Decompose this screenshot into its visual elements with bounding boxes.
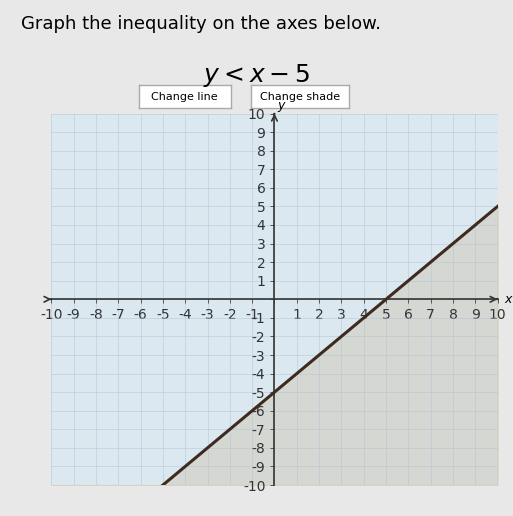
Text: x: x [504, 293, 511, 306]
Text: y: y [278, 99, 285, 111]
Text: Change line: Change line [151, 92, 218, 102]
Text: Graph the inequality on the axes below.: Graph the inequality on the axes below. [21, 15, 381, 34]
Text: $y < x - 5$: $y < x - 5$ [203, 62, 310, 89]
Text: Change shade: Change shade [260, 92, 340, 102]
